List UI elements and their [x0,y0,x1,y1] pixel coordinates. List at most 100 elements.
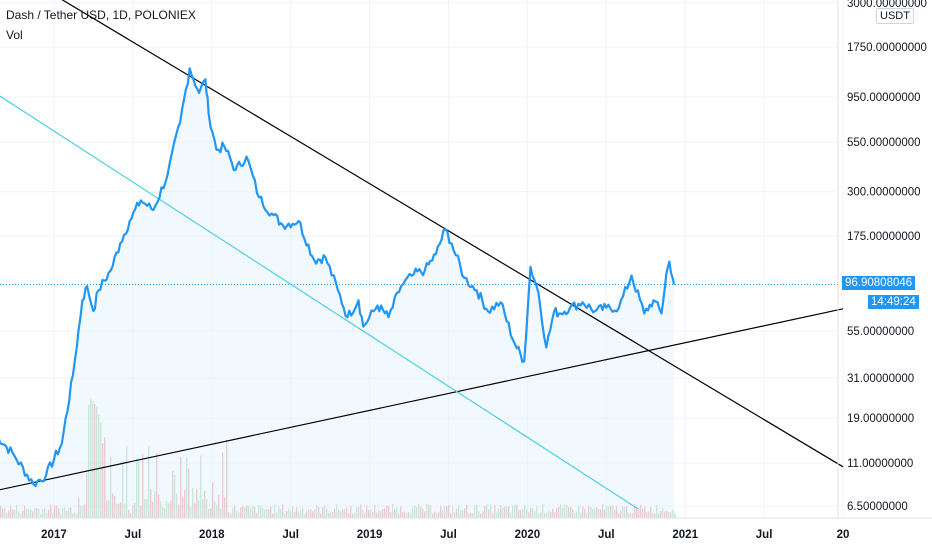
volume-bar [674,513,676,518]
volume-bar [346,507,348,518]
volume-bar [588,506,590,518]
volume-bar [638,507,640,518]
volume-bar [58,508,60,518]
volume-bar [260,505,262,518]
volume-bar [234,505,236,518]
volume-bar [484,505,486,518]
volume-bar [604,509,606,518]
price-area-fill [0,68,675,518]
volume-bar [616,506,618,518]
trendline[interactable] [0,308,844,494]
volume-bar [42,509,44,518]
volume-bar [98,415,100,518]
volume-bar [672,509,674,518]
volume-bar [646,512,648,518]
volume-bar [568,506,570,518]
volume-bar [72,513,74,518]
volume-bar [558,506,560,518]
volume-bar [632,512,634,518]
volume-bar [334,508,336,518]
volume-bar [626,506,628,518]
volume-bar [228,512,230,518]
volume-bar [24,505,26,518]
volume-bar [194,503,196,518]
volume-bar [208,509,210,518]
volume-bar [522,508,524,518]
volume-bar [384,508,386,518]
volume-bar [412,507,414,518]
volume-bar [482,511,484,518]
volume-bar [282,504,284,518]
symbol-title[interactable]: Dash / Tether USD, 1D, POLONIEX [6,8,196,22]
y-tick-label: 6.50000000 [847,501,908,513]
currency-badge[interactable]: USDT [876,8,914,24]
volume-bar [192,488,194,518]
volume-bar [596,506,598,518]
volume-bar [542,504,544,518]
volume-bar [262,507,264,518]
volume-bar [438,512,440,518]
volume-bar [552,508,554,518]
volume-bar [28,509,30,518]
volume-bar [374,505,376,518]
volume-bar [90,398,92,518]
volume-bar [642,508,644,518]
volume-bar [272,513,274,518]
y-tick-label: 550.00000000 [847,137,921,149]
volume-bar [12,509,14,518]
volume-bar [6,513,8,518]
volume-bar [170,500,172,518]
volume-bar [288,508,290,518]
volume-bar [294,511,296,518]
volume-bar [238,512,240,518]
volume-bar [78,497,80,518]
y-tick-label: 1750.00000000 [847,42,927,54]
volume-bar [648,511,650,518]
volume-bar [464,508,466,518]
volume-bar [130,513,132,518]
volume-bar [190,507,192,518]
volume-bar [162,507,164,518]
volume-bar [462,509,464,518]
volume-bar [536,505,538,518]
volume-bar [312,511,314,518]
volume-bar [66,511,68,518]
volume-bar [180,456,182,518]
volume-bar [264,509,266,518]
volume-bar [104,437,106,518]
volume-bar [564,504,566,518]
trendline[interactable] [0,85,639,510]
chart-grid [0,0,844,518]
volume-bar [352,513,354,518]
y-axis[interactable]: 3000.00000000 1750.00000000 950.00000000 55… [847,0,927,513]
volume-bar [230,513,232,518]
volume-bar [662,508,664,518]
x-tick-label: 20 [837,529,850,541]
volume-bar [566,504,568,518]
volume-bar [56,505,58,518]
volume-bar [138,458,140,518]
volume-bar [258,504,260,518]
volume-bar [474,505,476,518]
volume-bar [204,490,206,518]
volume-bar [20,513,22,518]
volume-bar [82,505,84,518]
volume-bar [4,507,6,518]
volume-bar [134,502,136,518]
volume-bar [342,509,344,518]
volume-bar [614,509,616,518]
volume-bar [618,513,620,518]
volume-bar [490,504,492,518]
volume-bar [358,506,360,518]
x-axis[interactable]: 2017 Jul 2018 Jul 2019 Jul 2020 Jul 2021 Jul 20 [41,529,849,541]
y-tick-label: 950.00000000 [847,92,921,104]
volume-bar [14,509,16,518]
volume-label[interactable]: Vol [6,28,23,42]
volume-bar [640,504,642,518]
volume-bar [506,506,508,518]
volume-bar [400,506,402,518]
volume-bar [326,508,328,518]
volume-bar [422,508,424,518]
volume-bar [184,489,186,518]
